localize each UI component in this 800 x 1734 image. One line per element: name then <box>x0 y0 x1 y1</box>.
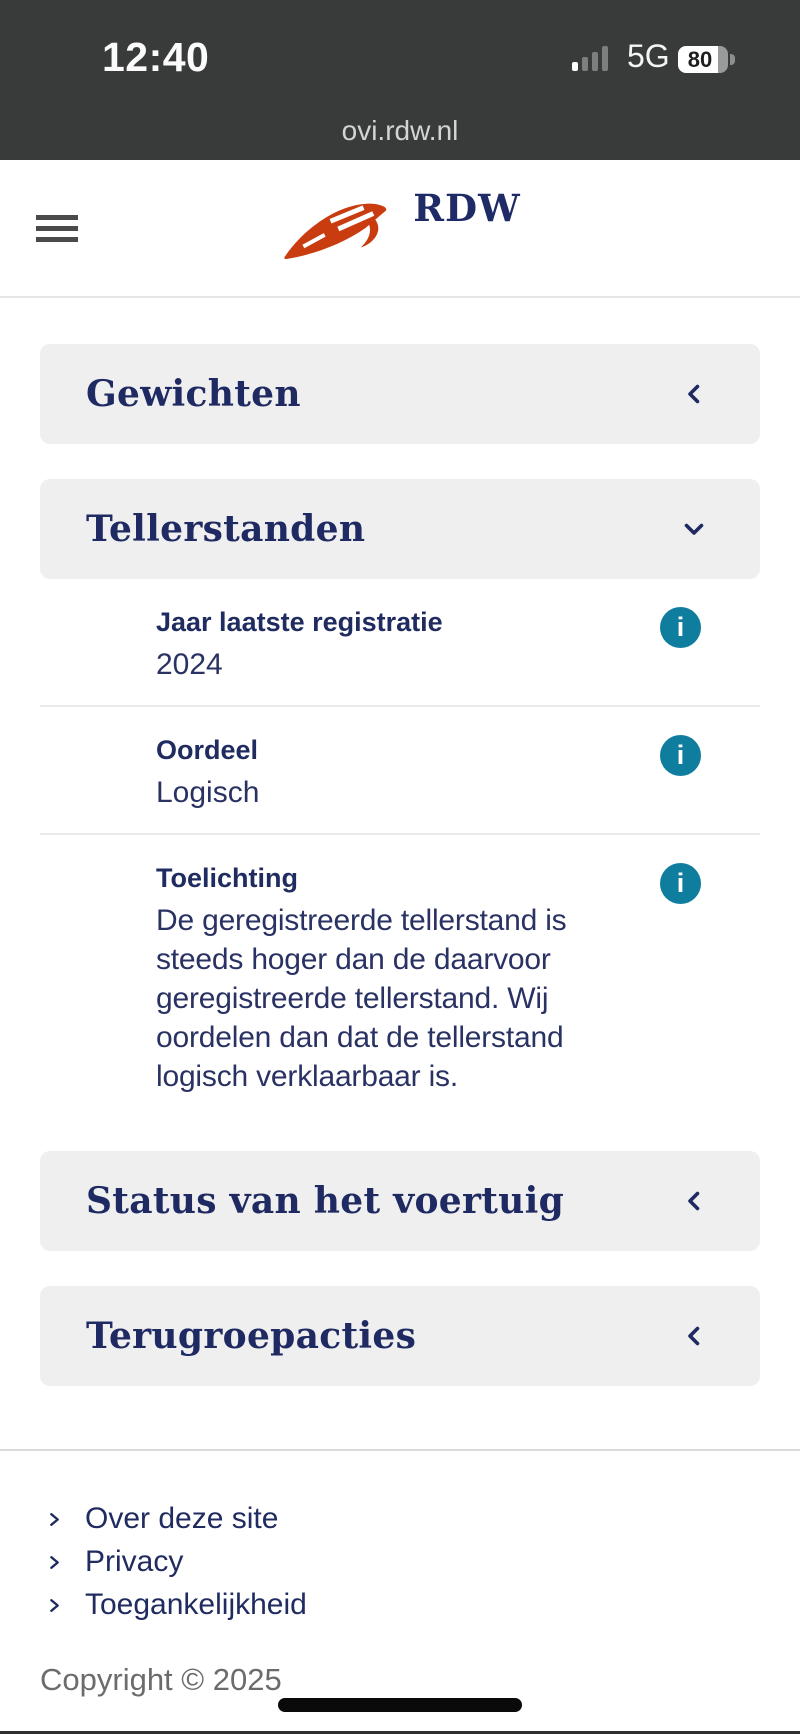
detail-value: 2024 <box>156 648 223 681</box>
footer-link-toegankelijkheid[interactable]: Toegankelijkheid <box>40 1583 760 1626</box>
accordion-tellerstanden[interactable]: Tellerstanden <box>40 479 760 579</box>
accordion-gewichten[interactable]: Gewichten <box>40 344 760 444</box>
detail-value: De geregistreerde tellerstand is steeds … <box>156 904 567 1093</box>
tellerstanden-details: Jaar laatste registratie 2024 i Oordeel … <box>40 579 760 1116</box>
footer-link-privacy[interactable]: Privacy <box>40 1540 760 1583</box>
footer-link-label: Toegankelijkheid <box>85 1587 307 1621</box>
screen-bottom-edge <box>0 1731 800 1734</box>
chevron-left-icon <box>682 382 706 406</box>
info-icon[interactable]: i <box>660 735 701 776</box>
chevron-down-icon <box>682 517 706 541</box>
address-bar[interactable]: ovi.rdw.nl <box>341 115 459 146</box>
accordion-terugroepacties[interactable]: Terugroepacties <box>40 1286 760 1386</box>
footer-link-label: Over deze site <box>85 1501 279 1535</box>
info-icon[interactable]: i <box>660 863 701 904</box>
signal-strength-icon <box>572 46 616 71</box>
info-icon[interactable]: i <box>660 607 701 648</box>
battery-percent: 80 <box>687 46 713 72</box>
chevron-left-icon <box>682 1324 706 1348</box>
footer: Over deze site Privacy Toegankelijkheid … <box>0 1451 800 1698</box>
detail-row-jaar-laatste-registratie: Jaar laatste registratie 2024 i <box>40 579 760 707</box>
home-indicator[interactable] <box>278 1698 522 1712</box>
rdw-wing-icon <box>283 203 387 260</box>
accordion-title: Tellerstanden <box>86 508 366 550</box>
accordion-title: Status van het voertuig <box>86 1180 565 1222</box>
footer-link-over-deze-site[interactable]: Over deze site <box>40 1497 760 1540</box>
footer-link-label: Privacy <box>85 1544 184 1578</box>
detail-row-oordeel: Oordeel Logisch i <box>40 707 760 835</box>
chevron-right-icon <box>50 1513 59 1526</box>
chevron-right-icon <box>50 1556 59 1569</box>
clock: 12:40 <box>102 34 210 80</box>
accordion-title: Terugroepacties <box>86 1315 417 1357</box>
chevron-left-icon <box>682 1189 706 1213</box>
main-content: Gewichten Tellerstanden Jaar laatste reg… <box>0 344 800 1386</box>
accordion-title: Gewichten <box>86 373 301 415</box>
rdw-logo-text: RDW <box>413 186 521 230</box>
chevron-right-icon <box>50 1599 59 1612</box>
detail-row-toelichting: Toelichting De geregistreerde tellerstan… <box>40 835 760 1116</box>
copyright-notice: Copyright © 2025 <box>40 1662 282 1697</box>
detail-label: Jaar laatste registratie <box>156 607 443 637</box>
hamburger-menu-icon[interactable] <box>36 215 78 242</box>
accordion-status-van-het-voertuig[interactable]: Status van het voertuig <box>40 1151 760 1251</box>
detail-label: Toelichting <box>156 863 298 893</box>
detail-label: Oordeel <box>156 735 259 765</box>
site-header: RDW <box>0 160 800 298</box>
footer-divider <box>0 1449 800 1451</box>
detail-value: Logisch <box>156 776 260 809</box>
network-type-label: 5G <box>627 38 670 74</box>
battery-icon: 80 <box>678 46 735 73</box>
rdw-logo[interactable]: RDW <box>279 180 520 264</box>
status-bar: 12:40 5G 80 ovi.rdw.nl <box>0 0 800 160</box>
